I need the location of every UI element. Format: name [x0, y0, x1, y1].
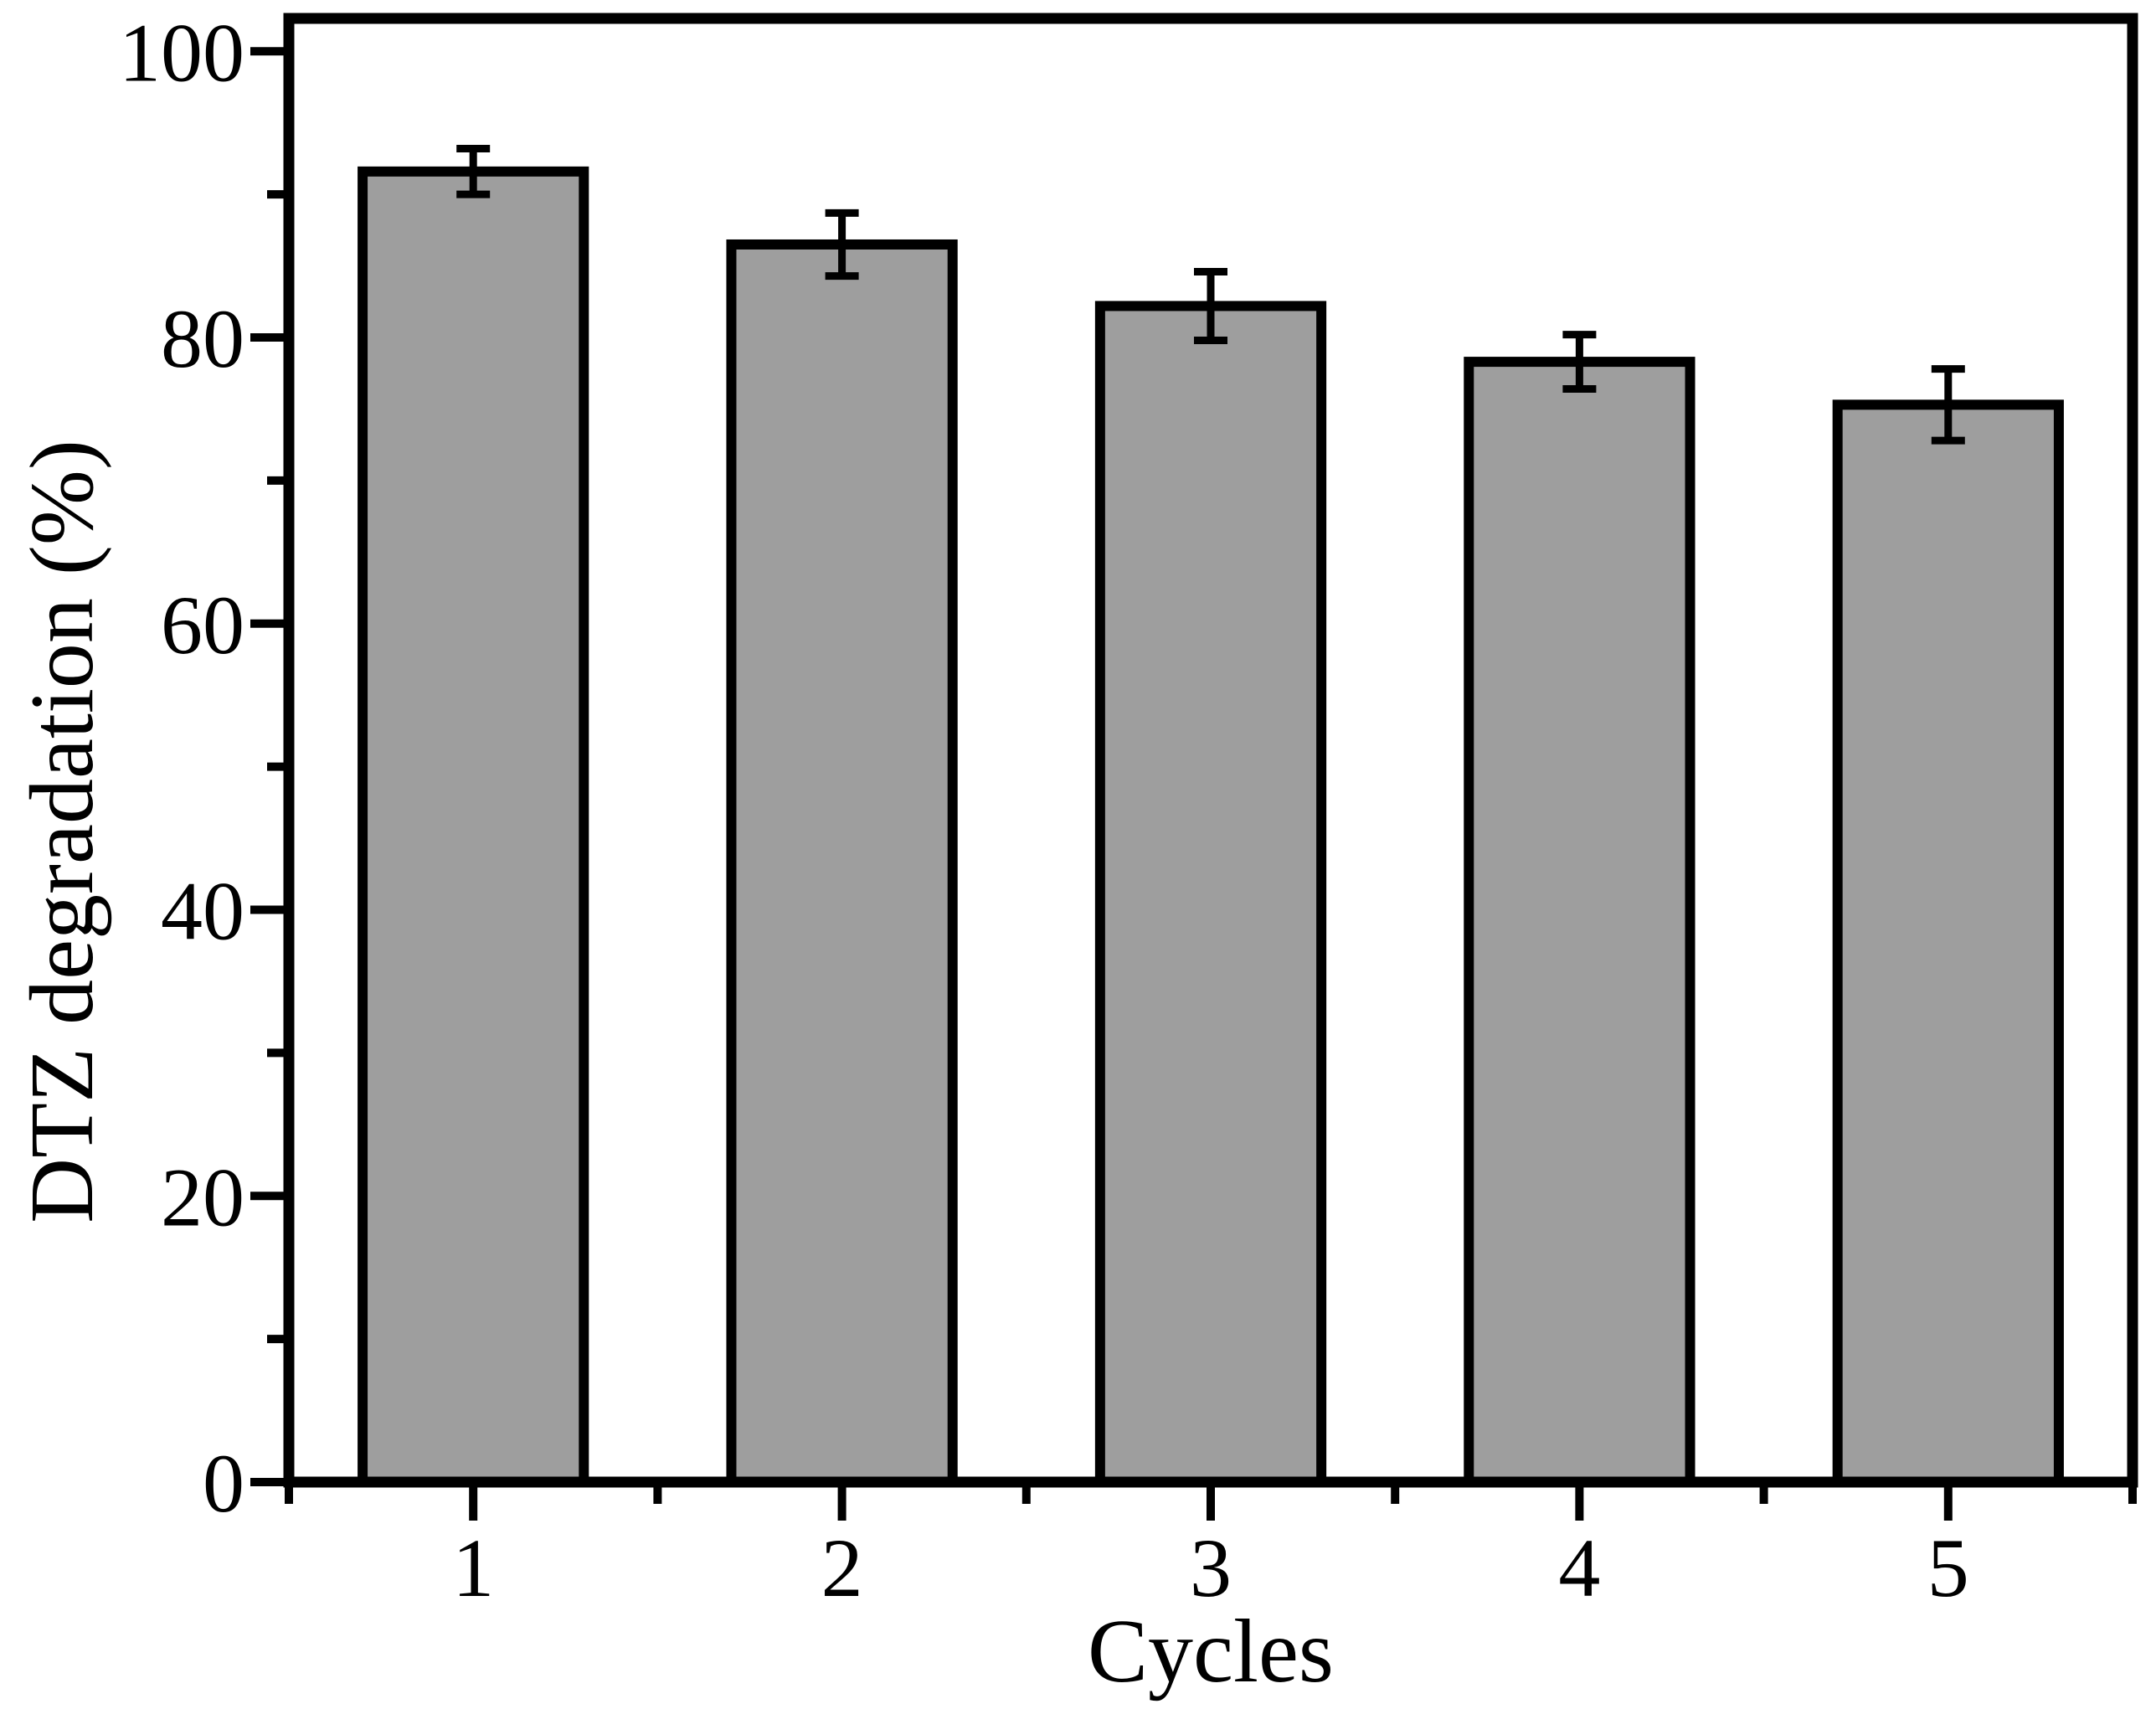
error-bar-cycle-1 — [456, 144, 491, 198]
plot-frame — [283, 13, 2138, 1488]
error-bar-cycle-2 — [825, 208, 859, 281]
x-tick-label-3: 3 — [1190, 1521, 1232, 1614]
error-bar-cycle-4 — [1562, 331, 1597, 394]
x-tick-label-5: 5 — [1927, 1521, 1969, 1614]
y-axis-label: DTZ degradation (%) — [13, 440, 112, 1223]
bar-cycle-2 — [726, 239, 958, 1487]
bar-cycle-1 — [358, 166, 589, 1487]
bar-cycle-5 — [1832, 399, 2064, 1487]
y-tick-labels: 0 20 40 60 80 100 — [119, 6, 244, 1530]
y-tick-label-100: 100 — [119, 6, 244, 99]
y-tick-label-80: 80 — [161, 292, 244, 385]
y-tick-label-20: 20 — [161, 1150, 244, 1243]
error-bar-cycle-3 — [1194, 267, 1227, 344]
x-tick-label-2: 2 — [821, 1521, 863, 1614]
x-axis-label: Cycles — [1088, 1602, 1334, 1701]
y-tick-label-60: 60 — [161, 579, 244, 672]
bars-group — [358, 166, 2064, 1487]
x-axis-ticks — [285, 1485, 2137, 1521]
y-tick-label-0: 0 — [203, 1437, 244, 1530]
error-bar-cycle-5 — [1931, 365, 1965, 445]
bar-cycle-4 — [1464, 357, 1695, 1487]
bar-cycle-3 — [1094, 301, 1327, 1487]
y-tick-label-40: 40 — [161, 865, 244, 958]
x-tick-labels: 1 2 3 4 5 — [452, 1521, 1969, 1614]
x-tick-label-4: 4 — [1558, 1521, 1600, 1614]
y-axis-ticks — [250, 47, 286, 1486]
error-bars-group — [456, 144, 1965, 445]
x-tick-label-1: 1 — [452, 1521, 494, 1614]
